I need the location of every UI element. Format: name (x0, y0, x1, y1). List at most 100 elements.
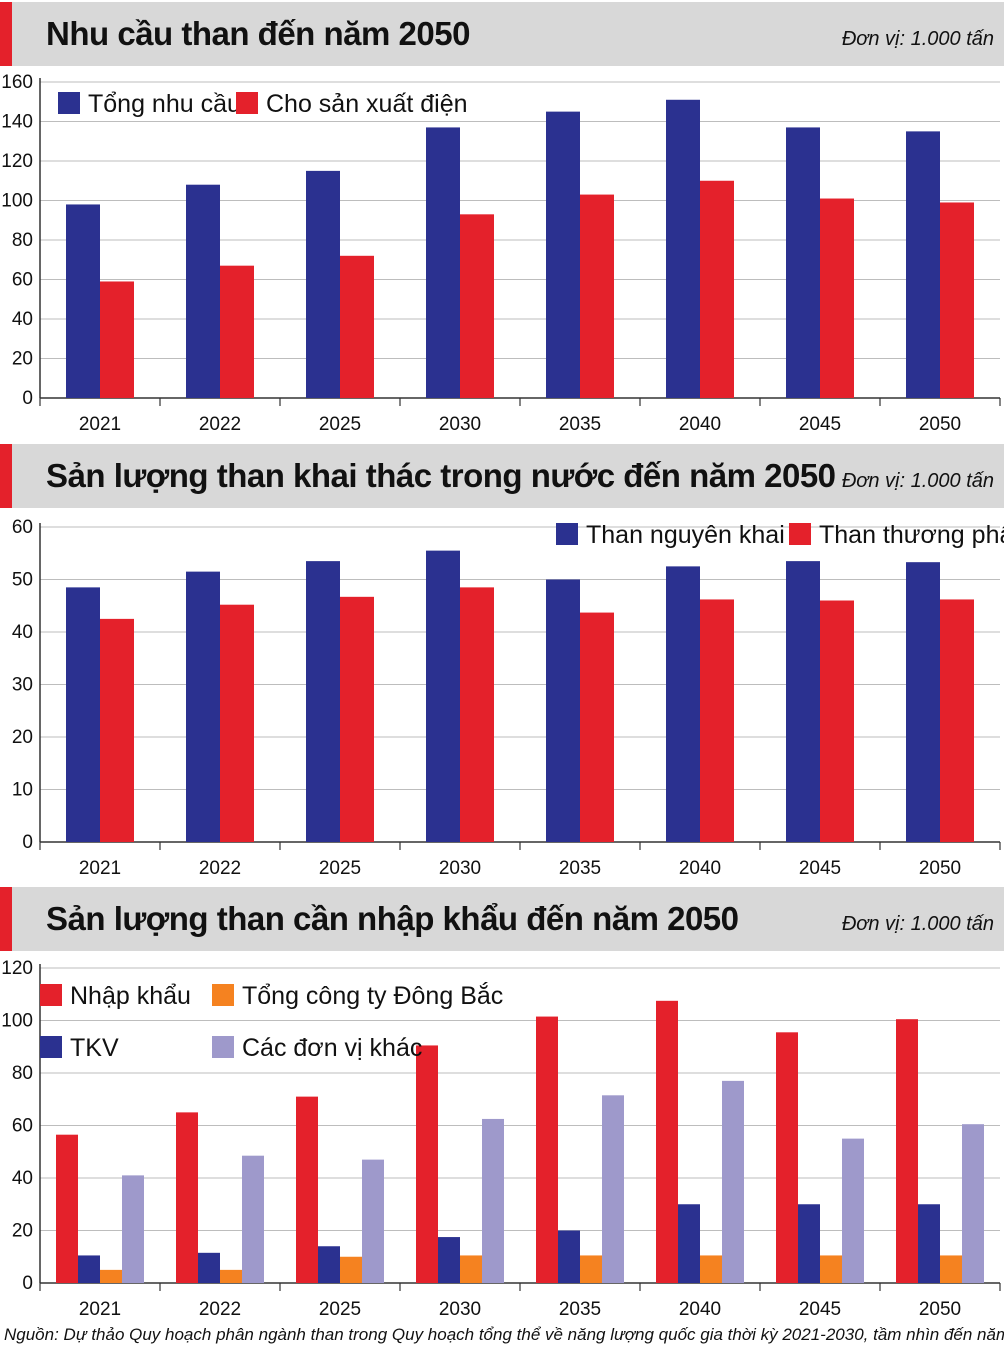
x-tick-label: 2025 (319, 1299, 361, 1320)
bar (220, 1269, 242, 1283)
y-tick-label: 50 (12, 570, 33, 591)
x-tick-label: 2022 (199, 1299, 241, 1320)
legend-label: Tổng công ty Đông Bắc (242, 981, 503, 1010)
chart1-header: Nhu cầu than đến năm 2050 Đơn vị: 1.000 … (0, 2, 1004, 66)
bar (186, 184, 220, 398)
bar (820, 198, 854, 398)
y-tick-label: 0 (22, 1273, 33, 1294)
bar (940, 599, 974, 842)
x-tick-label: 2021 (79, 858, 121, 879)
bar (100, 281, 134, 398)
bar (176, 1112, 198, 1283)
x-tick-label: 2030 (439, 1299, 481, 1320)
bar (56, 1134, 78, 1283)
x-tick-label: 2021 (79, 414, 121, 435)
bar (906, 131, 940, 398)
legend-swatch (212, 984, 234, 1006)
bar (426, 127, 460, 399)
bar (656, 1000, 678, 1283)
chart1-unit: Đơn vị: 1.000 tấn (841, 28, 994, 50)
bar (296, 1096, 318, 1283)
accent-bar (0, 2, 12, 66)
x-tick-label: 2045 (799, 414, 841, 435)
legend-label: Cho sản xuất điện (266, 90, 468, 118)
x-tick-label: 2030 (439, 858, 481, 879)
y-tick-label: 20 (12, 1221, 33, 1242)
source-note: Nguồn: Dự thảo Quy hoạch phân ngành than… (4, 1325, 1004, 1344)
bar (66, 204, 100, 398)
bar (416, 1045, 438, 1283)
chart2-title: Sản lượng than khai thác trong nước đến … (46, 457, 836, 494)
bar (306, 170, 340, 398)
chart3-title: Sản lượng than cần nhập khẩu đến năm 205… (46, 900, 739, 937)
y-tick-label: 40 (12, 309, 33, 330)
bar (776, 1032, 798, 1283)
y-tick-label: 60 (12, 1116, 33, 1137)
bar (362, 1159, 384, 1283)
chart3-header: Sản lượng than cần nhập khẩu đến năm 205… (0, 887, 1004, 951)
x-tick-label: 2035 (559, 414, 601, 435)
bar (798, 1204, 820, 1283)
x-tick-label: 2022 (199, 414, 241, 435)
bar (842, 1138, 864, 1283)
bar (340, 596, 374, 842)
bar (820, 1255, 842, 1283)
x-tick-label: 2030 (439, 414, 481, 435)
bar (896, 1019, 918, 1283)
legend-swatch (58, 92, 80, 114)
bar (580, 194, 614, 398)
x-tick-label: 2040 (679, 1299, 721, 1320)
bar (318, 1246, 340, 1283)
x-tick-label: 2022 (199, 858, 241, 879)
legend-label: Than nguyên khai (586, 521, 785, 549)
legend-label: Than thương phẩm (819, 521, 1004, 549)
legend-swatch (556, 523, 578, 545)
y-tick-label: 30 (12, 675, 33, 696)
x-tick-label: 2035 (559, 858, 601, 879)
bar (460, 214, 494, 398)
legend-swatch (40, 1036, 62, 1058)
x-tick-label: 2021 (79, 1299, 121, 1320)
chart3-unit: Đơn vị: 1.000 tấn (841, 913, 994, 935)
y-tick-label: 0 (22, 388, 33, 409)
chart2: 0 10 20 30 40 50 60 2021 2022 2025 2030 2035 2040 204… (0, 508, 1004, 884)
bar (940, 1255, 962, 1283)
x-tick-label: 2050 (919, 1299, 961, 1320)
bar (580, 1255, 602, 1283)
legend-swatch (40, 984, 62, 1006)
bar (198, 1252, 220, 1283)
bar (340, 1256, 362, 1283)
y-tick-label: 100 (1, 1011, 33, 1032)
chart3: 0 20 40 60 80 100 120 2021 2022 2025 2030 2035 2040 2… (0, 951, 1004, 1323)
bar (460, 1255, 482, 1283)
x-tick-label: 2025 (319, 858, 361, 879)
y-tick-label: 40 (12, 622, 33, 643)
bar (962, 1124, 984, 1283)
accent-bar (0, 887, 12, 951)
chart2-unit: Đơn vị: 1.000 tấn (841, 470, 994, 492)
bar (700, 599, 734, 842)
x-tick-label: 2040 (679, 858, 721, 879)
y-tick-label: 120 (1, 958, 33, 979)
bar (66, 587, 100, 842)
bar (438, 1237, 460, 1283)
bar (678, 1204, 700, 1283)
bar (918, 1204, 940, 1283)
bar (666, 566, 700, 842)
bar (100, 1269, 122, 1283)
y-tick-label: 20 (12, 727, 33, 748)
bar (558, 1230, 580, 1283)
bar (700, 1255, 722, 1283)
y-tick-label: 60 (12, 270, 33, 291)
y-tick-label: 10 (12, 780, 33, 801)
bar (666, 99, 700, 399)
legend-label: TKV (70, 1034, 119, 1062)
y-tick-label: 80 (12, 230, 33, 251)
legend-swatch (789, 523, 811, 545)
bar (940, 202, 974, 398)
bar (306, 561, 340, 842)
legend-label: Tổng nhu cầu (88, 90, 241, 118)
bar (460, 587, 494, 842)
bar (906, 562, 940, 842)
